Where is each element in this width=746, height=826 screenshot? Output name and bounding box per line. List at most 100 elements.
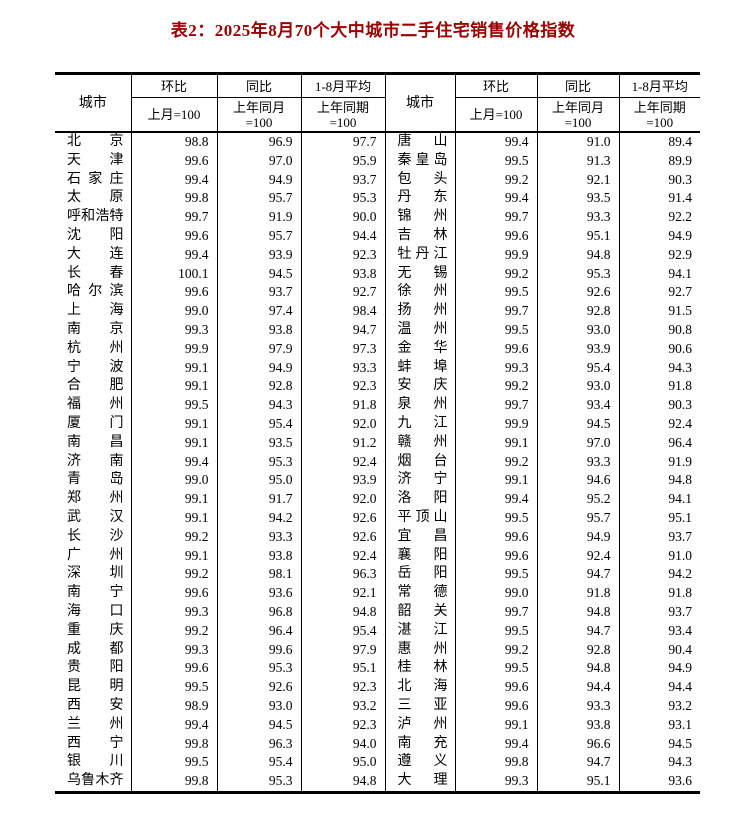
value-cell: 99.1 (454, 715, 537, 735)
header-yoy-base-left: 上年同月 =100 (216, 97, 301, 133)
city-cell: 牡丹江 (384, 245, 455, 265)
value-cell: 92.7 (300, 283, 385, 303)
value-cell: 92.3 (300, 678, 385, 697)
city-cell: 南宁 (67, 585, 124, 601)
value-cell: 98.9 (130, 696, 217, 716)
value-cell: 99.3 (130, 602, 217, 622)
value-cell: 93.9 (536, 339, 619, 359)
value-cell: 99.4 (130, 715, 217, 735)
city-cell: 长春 (67, 265, 124, 281)
value-cell: 99.4 (130, 245, 217, 265)
city-cell: 平顶山 (384, 508, 455, 528)
value-cell: 99.5 (130, 678, 217, 697)
value-cell: 99.8 (454, 753, 537, 773)
city-cell: 洛阳 (384, 490, 455, 509)
value-cell: 99.5 (454, 508, 537, 528)
table-row: 济南 99.4 95.3 92.4 烟台 99.2 93.3 91.9 (55, 452, 700, 472)
value-cell: 95.0 (300, 753, 385, 773)
value-cell: 99.6 (454, 696, 537, 716)
city-cell: 重庆 (67, 622, 124, 638)
value-cell: 99.4 (454, 734, 537, 754)
value-cell: 99.4 (454, 490, 537, 509)
value-cell: 92.7 (618, 283, 700, 303)
value-cell: 99.0 (454, 584, 537, 603)
table-row: 长沙 99.2 93.3 92.6 宜昌 99.6 94.9 93.7 (55, 527, 700, 547)
value-cell: 91.9 (216, 208, 301, 227)
value-cell: 99.3 (130, 640, 217, 660)
value-cell: 94.7 (536, 753, 619, 773)
value-cell: 95.3 (216, 772, 301, 793)
value-cell: 93.8 (216, 546, 301, 566)
city-cell: 合肥 (67, 378, 124, 394)
value-cell: 99.6 (130, 584, 217, 603)
city-cell: 北海 (384, 678, 455, 697)
header-avg-base-right: 上年同期 =100 (618, 97, 700, 133)
value-cell: 93.7 (618, 602, 700, 622)
value-cell: 99.0 (130, 302, 217, 321)
value-cell: 92.6 (300, 527, 385, 547)
city-cell: 武汉 (67, 509, 124, 525)
value-cell: 95.1 (536, 772, 619, 793)
value-cell: 91.4 (618, 189, 700, 209)
value-cell: 99.3 (454, 772, 537, 793)
value-cell: 92.8 (536, 302, 619, 321)
table-row: 石家庄 99.4 94.9 93.7 包头 99.2 92.1 90.3 (55, 170, 700, 190)
page-title: 表2：2025年8月70个大中城市二手住宅销售价格指数 (170, 21, 576, 40)
value-cell: 99.5 (130, 753, 217, 773)
table-row: 呼和浩特 99.7 91.9 90.0 锦州 99.7 93.3 92.2 (55, 208, 700, 227)
value-cell: 94.3 (618, 753, 700, 773)
city-cell: 九江 (384, 414, 455, 434)
value-cell: 92.4 (536, 546, 619, 566)
table-row: 杭州 99.9 97.9 97.3 金华 99.6 93.9 90.6 (55, 339, 700, 359)
value-cell: 96.3 (300, 565, 385, 585)
city-cell: 石家庄 (67, 171, 124, 187)
table-row: 西安 98.9 93.0 93.2 三亚 99.6 93.3 93.2 (55, 696, 700, 716)
value-cell: 93.6 (216, 584, 301, 603)
value-cell: 94.9 (536, 527, 619, 547)
table-row: 青岛 99.0 95.0 93.9 济宁 99.1 94.6 94.8 (55, 471, 700, 491)
value-cell: 99.2 (454, 264, 537, 284)
value-cell: 96.3 (216, 734, 301, 754)
value-cell: 99.5 (454, 320, 537, 340)
city-cell: 宜昌 (384, 527, 455, 547)
city-cell: 赣州 (384, 433, 455, 453)
city-cell: 济南 (67, 453, 124, 469)
value-cell: 99.8 (130, 772, 217, 793)
value-cell: 93.4 (618, 621, 700, 641)
value-cell: 94.5 (216, 715, 301, 735)
table-row: 昆明 99.5 92.6 92.3 北海 99.6 94.4 94.4 (55, 678, 700, 697)
city-cell: 南昌 (67, 434, 124, 450)
city-cell: 常德 (384, 584, 455, 603)
value-cell: 94.1 (618, 490, 700, 509)
city-cell: 宁波 (67, 359, 124, 375)
value-cell: 99.6 (216, 640, 301, 660)
value-cell: 99.0 (130, 471, 217, 491)
value-cell: 99.7 (454, 208, 537, 227)
city-cell: 沈阳 (67, 227, 124, 243)
table-row: 北京 98.8 96.9 97.7 唐山 99.4 91.0 89.4 (55, 132, 700, 152)
value-cell: 96.9 (216, 132, 301, 152)
city-cell: 锦州 (384, 208, 455, 227)
price-index-table: 城市 环比 同比 1-8月平均 城市 环比 同比 1-8月平均 上月=100 上… (55, 72, 700, 794)
table-row: 西宁 99.8 96.3 94.0 南充 99.4 96.6 94.5 (55, 734, 700, 754)
value-cell: 92.4 (618, 414, 700, 434)
value-cell: 91.9 (618, 452, 700, 472)
table-row: 深圳 99.2 98.1 96.3 岳阳 99.5 94.7 94.2 (55, 565, 700, 585)
city-cell: 贵阳 (67, 660, 124, 676)
table-row: 广州 99.1 93.8 92.4 襄阳 99.6 92.4 91.0 (55, 546, 700, 566)
value-cell: 93.4 (536, 396, 619, 415)
value-cell: 99.6 (454, 339, 537, 359)
value-cell: 97.7 (300, 132, 385, 152)
value-cell: 95.7 (536, 508, 619, 528)
value-cell: 94.8 (536, 659, 619, 679)
header-avg-base-left: 上年同期 =100 (300, 97, 385, 133)
value-cell: 91.8 (618, 377, 700, 397)
value-cell: 99.4 (454, 189, 537, 209)
city-cell: 太原 (67, 190, 124, 206)
value-cell: 95.7 (216, 189, 301, 209)
value-cell: 94.5 (618, 734, 700, 754)
value-cell: 91.7 (216, 490, 301, 509)
city-cell: 扬州 (384, 302, 455, 321)
value-cell: 90.3 (618, 170, 700, 190)
value-cell: 99.2 (454, 377, 537, 397)
